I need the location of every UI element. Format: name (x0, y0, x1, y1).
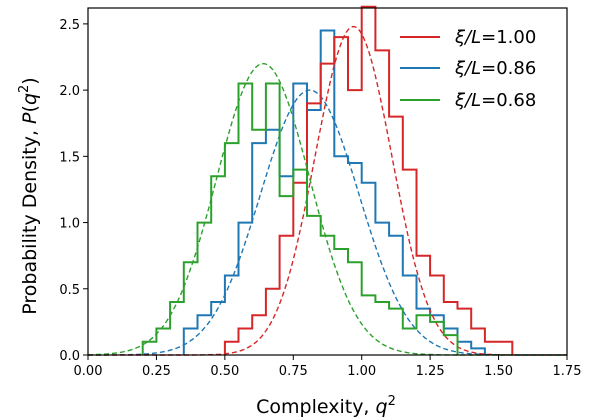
x-axis-label: Complexity, q2 (256, 394, 396, 418)
x-tick-label-7: 1.75 (553, 364, 582, 379)
y-tick-label-4: 2.0 (59, 84, 80, 99)
y-tick-label-1: 0.5 (59, 283, 80, 298)
legend: ξ/L=1.00 ξ/L=0.86 ξ/L=0.68 (400, 27, 536, 111)
histogram-steps-1 (223, 5, 514, 355)
y-tick-label-5: 2.5 (59, 18, 80, 33)
y-tick-label-0: 0.0 (59, 349, 80, 364)
histogram-steps-2 (182, 29, 486, 355)
y-tick-label-3: 1.5 (59, 150, 80, 165)
series-1 (88, 5, 567, 356)
x-tick-label-3: 0.75 (279, 364, 308, 379)
x-tick-label-5: 1.25 (416, 364, 445, 379)
x-tick-label-6: 1.50 (484, 364, 513, 379)
x-tick-label-2: 0.50 (210, 364, 239, 379)
series-2 (88, 29, 567, 356)
legend-label-2: ξ/L=0.86 (454, 58, 536, 79)
histogram-steps-3 (141, 82, 459, 355)
legend-label-3: ξ/L=0.68 (454, 90, 536, 111)
y-axis-label: Probability Density, P(q2) (17, 77, 41, 314)
fit-curve-2 (88, 89, 567, 356)
x-tick-label-4: 1.00 (347, 364, 376, 379)
x-tick-label-1: 0.25 (142, 364, 171, 379)
x-tick-label-0: 0.00 (74, 364, 103, 379)
axis-ticks: 0.00 0.25 0.50 0.75 1.00 1.25 1.50 1.75 0.0 0.5 1.… (59, 18, 581, 379)
plot-frame (87, 7, 568, 356)
y-tick-label-2: 1.0 (59, 217, 80, 232)
legend-label-1: ξ/L=1.00 (454, 27, 536, 48)
